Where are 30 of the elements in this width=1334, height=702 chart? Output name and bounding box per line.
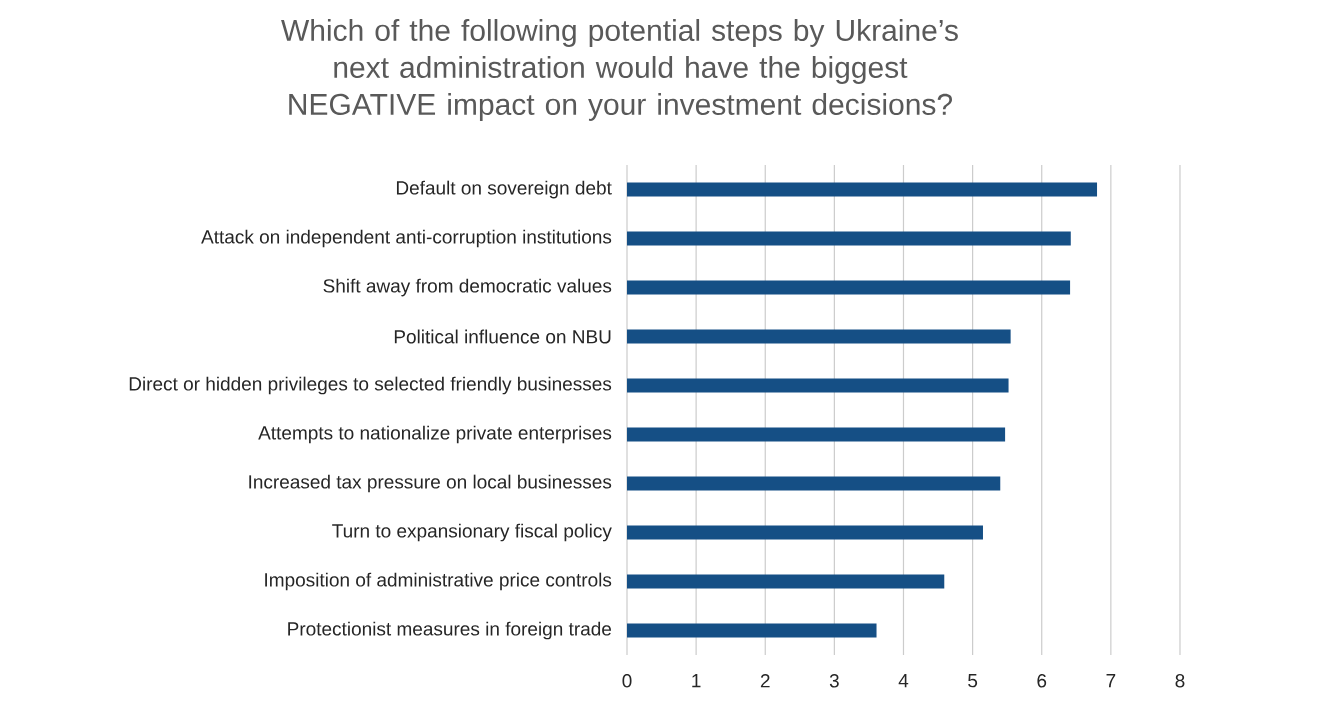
x-tick-label: 1 [692, 674, 701, 688]
bar [627, 182, 1098, 197]
bar [627, 329, 1011, 344]
x-tick-label: 4 [898, 674, 909, 688]
bar [627, 623, 877, 638]
y-tick-label: Attack on independent anti-corruption institutions [201, 229, 612, 248]
x-tick-label: 7 [1106, 674, 1116, 688]
bar [627, 280, 1071, 295]
y-tick-label: Attempts to nationalize private enterprises [258, 425, 612, 444]
y-tick-label: Increased tax pressure on local businesses [249, 474, 612, 493]
bar [627, 378, 1009, 393]
bar [627, 427, 1006, 442]
bar [627, 525, 983, 540]
y-tick-label: Protectionist measures in foreign trade [288, 621, 612, 640]
y-tick-label: Direct or hidden privileges to selected friendly businesses [129, 376, 612, 395]
x-tick-label: 2 [760, 674, 770, 688]
y-tick-label: Shift away from democratic values [323, 278, 612, 297]
y-tick-label: Political influence on NBU [394, 329, 611, 344]
y-tick-label: Default on sovereign debt [396, 180, 612, 199]
bar [627, 231, 1071, 246]
bar [627, 574, 945, 589]
x-tick-label: 3 [829, 674, 839, 688]
x-tick-label: 6 [1037, 674, 1047, 688]
x-tick-label: 8 [1175, 674, 1185, 688]
bar [627, 476, 1001, 491]
y-tick-label: Turn to expansionary fiscal policy [332, 523, 612, 542]
x-tick-label: 0 [622, 674, 632, 688]
y-tick-label: Imposition of administrative price controls [265, 572, 612, 591]
x-tick-label: 5 [968, 674, 978, 688]
chart-title: Which of the following potential steps by Ukraine’s next administration would have the biggest NEGATIVE impact on your investment decisions? [281, 19, 958, 121]
